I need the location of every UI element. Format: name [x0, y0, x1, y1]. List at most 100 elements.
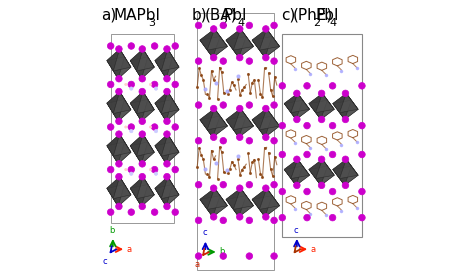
- Polygon shape: [113, 152, 131, 164]
- Circle shape: [139, 173, 146, 180]
- Polygon shape: [107, 57, 125, 79]
- Polygon shape: [215, 188, 228, 206]
- Polygon shape: [226, 199, 239, 217]
- Polygon shape: [130, 177, 143, 199]
- Polygon shape: [333, 169, 345, 185]
- Text: c: c: [102, 257, 107, 266]
- Circle shape: [128, 124, 135, 130]
- Polygon shape: [207, 206, 228, 217]
- Circle shape: [164, 173, 170, 180]
- Circle shape: [139, 161, 146, 167]
- Circle shape: [271, 217, 277, 224]
- Circle shape: [279, 188, 286, 195]
- Circle shape: [304, 214, 310, 221]
- Circle shape: [139, 131, 146, 137]
- Polygon shape: [345, 100, 358, 120]
- Circle shape: [318, 156, 325, 163]
- Polygon shape: [226, 196, 246, 217]
- Circle shape: [151, 43, 158, 49]
- Polygon shape: [339, 159, 358, 179]
- Polygon shape: [113, 110, 131, 121]
- Polygon shape: [226, 116, 246, 137]
- Polygon shape: [259, 126, 280, 137]
- Circle shape: [359, 83, 365, 89]
- Circle shape: [172, 124, 179, 130]
- Circle shape: [129, 172, 133, 175]
- Polygon shape: [226, 40, 239, 58]
- Polygon shape: [113, 67, 131, 79]
- Polygon shape: [118, 99, 131, 121]
- Circle shape: [116, 75, 122, 82]
- Circle shape: [139, 46, 146, 52]
- Polygon shape: [346, 159, 358, 175]
- Circle shape: [329, 122, 336, 129]
- Polygon shape: [113, 134, 131, 156]
- Polygon shape: [207, 108, 228, 130]
- Circle shape: [116, 118, 122, 124]
- Circle shape: [149, 126, 152, 128]
- Polygon shape: [200, 29, 220, 40]
- Polygon shape: [226, 188, 241, 209]
- Polygon shape: [118, 184, 131, 206]
- Polygon shape: [233, 46, 254, 58]
- Circle shape: [263, 214, 269, 220]
- Text: b: b: [219, 248, 225, 256]
- Polygon shape: [130, 49, 148, 60]
- Polygon shape: [291, 175, 310, 185]
- Circle shape: [220, 217, 227, 224]
- Text: (BA): (BA): [205, 7, 237, 23]
- Text: a: a: [127, 245, 132, 254]
- Circle shape: [246, 137, 253, 144]
- Circle shape: [246, 102, 253, 108]
- Text: c: c: [294, 226, 298, 235]
- Polygon shape: [161, 195, 179, 206]
- Circle shape: [108, 43, 114, 49]
- Polygon shape: [321, 100, 334, 120]
- Polygon shape: [316, 159, 334, 179]
- Polygon shape: [168, 134, 179, 152]
- Text: (PhE): (PhE): [293, 7, 333, 23]
- Circle shape: [125, 168, 127, 171]
- Polygon shape: [241, 108, 254, 126]
- Polygon shape: [120, 177, 131, 195]
- Polygon shape: [333, 93, 346, 113]
- Polygon shape: [143, 49, 155, 67]
- Polygon shape: [107, 60, 118, 79]
- Circle shape: [246, 181, 253, 188]
- Polygon shape: [141, 99, 155, 121]
- Polygon shape: [118, 57, 131, 79]
- Circle shape: [271, 22, 277, 29]
- Polygon shape: [130, 188, 141, 206]
- Circle shape: [210, 105, 217, 112]
- Polygon shape: [309, 93, 328, 104]
- Circle shape: [125, 83, 127, 86]
- Circle shape: [293, 90, 300, 97]
- Text: MAPbI: MAPbI: [114, 7, 161, 23]
- Circle shape: [293, 182, 300, 189]
- Text: a): a): [101, 7, 116, 23]
- Circle shape: [116, 203, 122, 210]
- Polygon shape: [284, 104, 296, 120]
- Polygon shape: [107, 92, 120, 113]
- Polygon shape: [259, 206, 280, 217]
- Polygon shape: [155, 49, 168, 71]
- Polygon shape: [259, 46, 280, 58]
- Polygon shape: [130, 99, 148, 121]
- Polygon shape: [155, 177, 168, 199]
- Polygon shape: [252, 196, 272, 217]
- Polygon shape: [161, 92, 179, 113]
- Polygon shape: [155, 184, 173, 206]
- Polygon shape: [333, 159, 351, 169]
- Polygon shape: [284, 93, 303, 104]
- Polygon shape: [155, 92, 173, 103]
- Circle shape: [139, 75, 146, 82]
- Polygon shape: [296, 100, 310, 120]
- Polygon shape: [155, 103, 166, 121]
- Polygon shape: [141, 184, 155, 206]
- Polygon shape: [161, 177, 179, 199]
- Circle shape: [172, 209, 179, 216]
- Polygon shape: [339, 175, 358, 185]
- Polygon shape: [130, 134, 143, 156]
- Circle shape: [210, 26, 217, 32]
- Circle shape: [210, 185, 217, 192]
